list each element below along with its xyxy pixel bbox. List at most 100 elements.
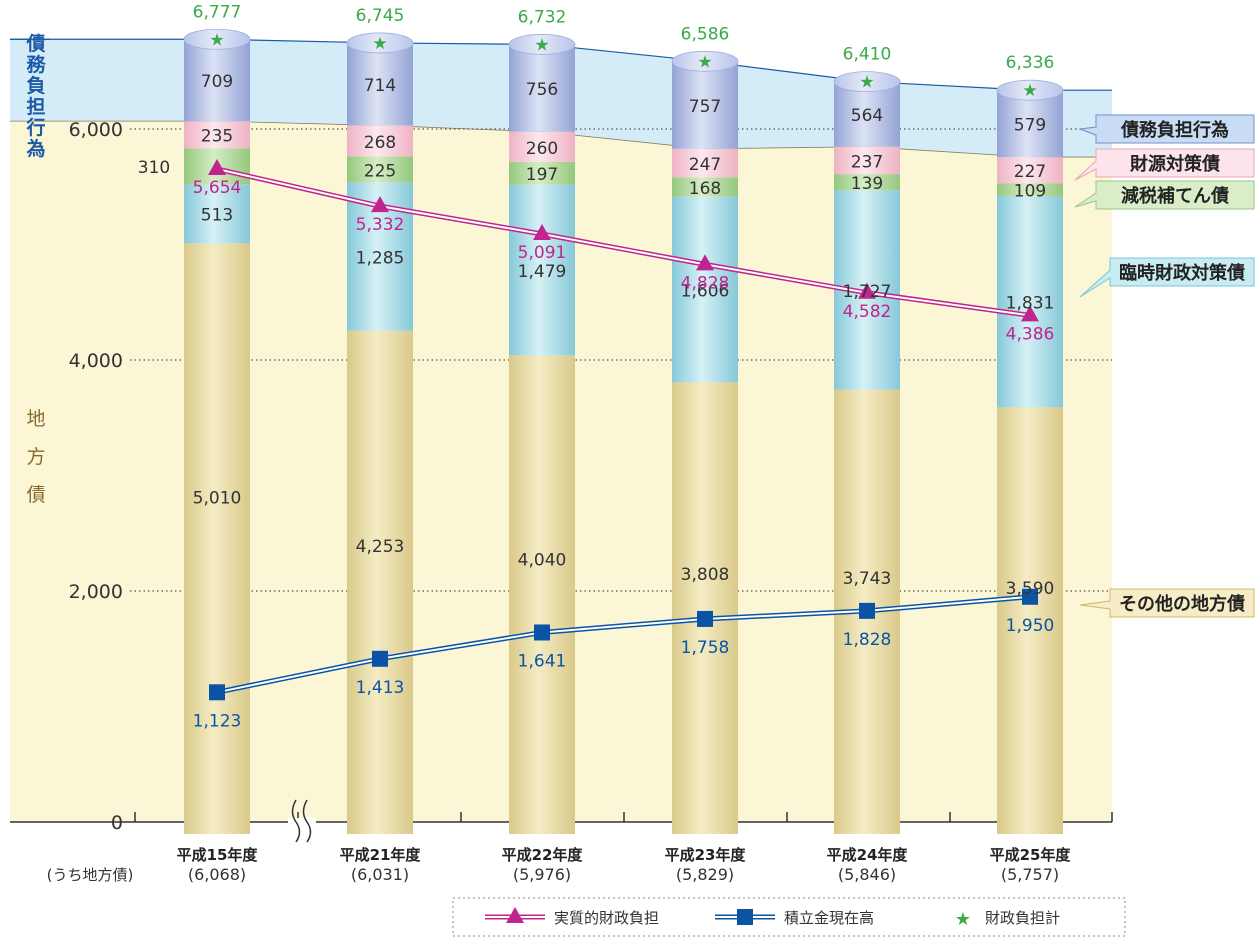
legend-label-reserve: 積立金現在高 — [784, 909, 874, 927]
bar-segment-2 — [672, 196, 738, 383]
segment-label: 1,727 — [843, 282, 892, 302]
bar-segment-4 — [184, 121, 250, 149]
reserve-value-label: 1,828 — [843, 630, 892, 650]
bar-segment-1 — [184, 243, 250, 835]
segment-label: 197 — [526, 165, 558, 185]
side-label-debt-char: 債 — [25, 32, 45, 55]
y-tick-label: 0 — [111, 812, 123, 834]
bar-segment-2 — [509, 184, 575, 356]
category-sub-label: (5,976) — [513, 865, 571, 884]
triangle-marker — [208, 158, 226, 175]
category-sub-label: (6,068) — [188, 865, 246, 884]
category-sub-label: (5,829) — [676, 865, 734, 884]
total-star: ★ — [697, 52, 712, 72]
burden-value-label: 5,654 — [193, 178, 242, 198]
segment-label: 5,010 — [193, 489, 242, 509]
total-label: 6,745 — [356, 6, 405, 26]
segment-label: 235 — [201, 127, 233, 147]
segment-label: 757 — [689, 97, 721, 117]
bar-segment-1 — [672, 382, 738, 834]
right-callout-box — [1079, 257, 1255, 298]
total-star: ★ — [534, 35, 549, 55]
bar-segment-4 — [997, 157, 1063, 184]
burden-value-label: 4,828 — [681, 273, 730, 293]
bar-segment-3 — [347, 156, 413, 183]
total-label: 6,336 — [1006, 53, 1055, 73]
square-marker — [697, 610, 713, 627]
side-label-debt-char: 担 — [26, 95, 45, 118]
segment-label: 247 — [689, 155, 721, 175]
segment-label: 310 — [138, 158, 170, 178]
burden-value-label: 4,386 — [1006, 324, 1055, 344]
series-line-inner — [216, 167, 1031, 317]
bar-segment-1 — [509, 355, 575, 834]
category-label: 平成15年度 — [177, 846, 259, 864]
right-callout-label: 財源対策債 — [1130, 153, 1220, 175]
bar-segment-4 — [672, 148, 738, 178]
total-star: ★ — [1022, 81, 1037, 101]
bar-cap — [346, 32, 414, 54]
segment-label: 1,285 — [356, 249, 405, 269]
bar-segment-3 — [997, 183, 1063, 196]
reserve-value-label: 1,413 — [356, 678, 405, 698]
right-callout-label: 減税補てん債 — [1121, 185, 1229, 207]
category-label: 平成22年度 — [502, 846, 584, 864]
segment-label: 714 — [364, 76, 396, 96]
side-label-bond-char: 債 — [26, 484, 45, 506]
bar-segment-3 — [672, 177, 738, 197]
segment-label: 3,743 — [843, 569, 892, 589]
square-marker — [372, 650, 388, 667]
category-label: 平成24年度 — [827, 846, 909, 864]
segment-label: 513 — [201, 206, 233, 226]
segment-label: 4,253 — [356, 537, 405, 557]
axis-break-mark — [291, 799, 301, 843]
bar-segment-5 — [834, 81, 900, 147]
sub-row-label: (うち地方債) — [47, 866, 134, 884]
series-line-inner — [216, 595, 1031, 694]
category-sub-label: (6,031) — [351, 865, 409, 884]
segment-label: 3,590 — [1006, 579, 1055, 599]
legend-square — [737, 909, 753, 925]
triangle-marker — [1021, 305, 1039, 322]
side-label-debt-char: 為 — [26, 137, 45, 160]
bar-cap — [996, 79, 1064, 101]
bar-segment-5 — [997, 90, 1063, 158]
segment-label: 4,040 — [518, 550, 567, 570]
triangle-marker — [858, 282, 876, 299]
square-marker — [209, 684, 225, 701]
right-callout-box — [1079, 588, 1255, 618]
right-callout-box — [1074, 148, 1255, 181]
bar-segment-3 — [834, 174, 900, 191]
right-callout-label: 臨時財政対策債 — [1119, 262, 1245, 284]
side-label-debt-char: 行 — [25, 116, 45, 139]
bar-cap — [183, 28, 251, 50]
segment-label: 109 — [1014, 182, 1046, 202]
reserve-value-label: 1,758 — [681, 638, 730, 658]
legend-label-burden: 実質的財政負担 — [554, 909, 659, 927]
right-callout-label: 債務負担行為 — [1120, 119, 1229, 141]
y-tick-label: 4,000 — [69, 350, 123, 372]
bar-segment-4 — [509, 131, 575, 162]
legend-label-total: 財政負担計 — [985, 909, 1060, 927]
segment-label: 168 — [689, 179, 721, 199]
bar-segment-2 — [997, 195, 1063, 408]
triangle-marker — [696, 254, 714, 271]
reserve-value-label: 1,950 — [1006, 616, 1055, 636]
bar-segment-5 — [184, 39, 250, 122]
total-label: 6,410 — [843, 45, 892, 65]
square-marker — [1022, 588, 1038, 605]
segment-label: 756 — [526, 80, 558, 100]
side-label-bond-char: 方 — [26, 446, 45, 468]
category-sub-label: (5,846) — [838, 865, 896, 884]
category-label: 平成23年度 — [665, 846, 747, 864]
segment-label: 1,479 — [518, 262, 567, 282]
right-callout-box — [1079, 114, 1255, 144]
reserve-value-label: 1,123 — [193, 711, 242, 731]
square-marker — [859, 602, 875, 619]
segment-label: 225 — [364, 161, 396, 181]
total-star: ★ — [859, 73, 874, 93]
axis-break-gap — [288, 818, 316, 826]
bar-segment-4 — [347, 125, 413, 157]
bar-segment-3 — [509, 161, 575, 185]
